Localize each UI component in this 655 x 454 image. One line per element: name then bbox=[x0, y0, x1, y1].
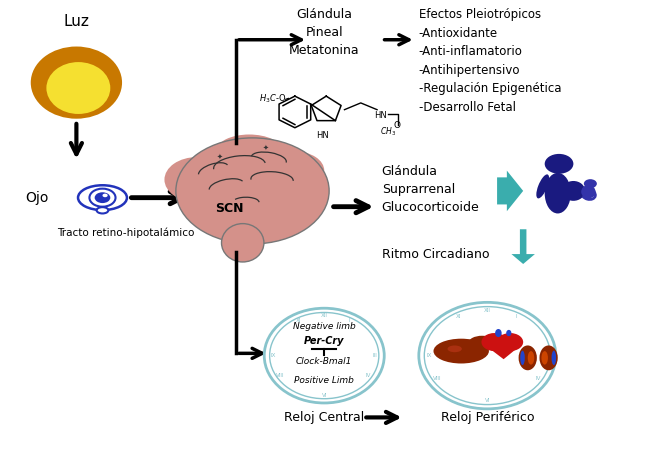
Text: Efectos Pleiotrópicos
-Antioxidante
-Anti-inflamatorio
-Antihipertensivo
-Regula: Efectos Pleiotrópicos -Antioxidante -Ant… bbox=[419, 8, 561, 114]
Circle shape bbox=[90, 189, 115, 207]
Ellipse shape bbox=[221, 224, 264, 262]
Text: Luz: Luz bbox=[64, 14, 89, 29]
Text: Glándula
Suprarrenal
Glucocorticoide: Glándula Suprarrenal Glucocorticoide bbox=[382, 165, 479, 214]
Ellipse shape bbox=[264, 308, 384, 403]
Ellipse shape bbox=[265, 152, 324, 190]
Text: IX: IX bbox=[271, 353, 276, 358]
Text: IX: IX bbox=[426, 353, 432, 358]
Text: Ritmo Circadiano: Ritmo Circadiano bbox=[382, 247, 489, 261]
Ellipse shape bbox=[97, 207, 108, 213]
Ellipse shape bbox=[581, 185, 595, 198]
Ellipse shape bbox=[528, 351, 534, 365]
Text: IV: IV bbox=[365, 373, 371, 378]
Text: III: III bbox=[543, 353, 548, 358]
Text: I: I bbox=[515, 314, 517, 319]
Polygon shape bbox=[512, 229, 535, 264]
Ellipse shape bbox=[540, 345, 558, 370]
Text: Positive Limb: Positive Limb bbox=[294, 376, 354, 385]
Text: XI: XI bbox=[455, 314, 461, 319]
Text: XII: XII bbox=[484, 308, 491, 313]
Circle shape bbox=[497, 333, 523, 351]
Ellipse shape bbox=[519, 345, 537, 370]
Text: VI: VI bbox=[322, 393, 327, 398]
Text: Reloj Periférico: Reloj Periférico bbox=[441, 411, 534, 424]
Text: $H_3C$-O: $H_3C$-O bbox=[259, 92, 286, 105]
Text: ✦: ✦ bbox=[217, 154, 223, 160]
Polygon shape bbox=[497, 171, 523, 211]
Text: I: I bbox=[349, 318, 350, 323]
Ellipse shape bbox=[31, 46, 122, 118]
Circle shape bbox=[102, 193, 107, 197]
Text: III: III bbox=[373, 353, 378, 358]
Circle shape bbox=[481, 333, 508, 351]
Text: VIII: VIII bbox=[432, 376, 441, 381]
Text: Reloj Central: Reloj Central bbox=[284, 411, 364, 424]
Text: Glándula
Pineal
Metatonina: Glándula Pineal Metatonina bbox=[289, 8, 360, 57]
Ellipse shape bbox=[545, 173, 571, 213]
Text: Negative limb: Negative limb bbox=[293, 322, 356, 331]
Text: Per-Cry: Per-Cry bbox=[304, 336, 345, 345]
Text: VI: VI bbox=[485, 398, 490, 403]
Text: IV: IV bbox=[535, 376, 540, 381]
Circle shape bbox=[95, 192, 110, 203]
Ellipse shape bbox=[419, 302, 556, 409]
Polygon shape bbox=[484, 344, 522, 359]
Ellipse shape bbox=[536, 174, 549, 198]
Text: HN: HN bbox=[374, 111, 386, 120]
Ellipse shape bbox=[506, 330, 512, 336]
Text: Ojo: Ojo bbox=[26, 191, 49, 205]
Text: Tracto retino-hipotalámico: Tracto retino-hipotalámico bbox=[56, 227, 194, 237]
Ellipse shape bbox=[468, 336, 496, 350]
Ellipse shape bbox=[434, 339, 489, 364]
Ellipse shape bbox=[552, 350, 556, 365]
Ellipse shape bbox=[47, 62, 110, 114]
Text: $CH_3$: $CH_3$ bbox=[380, 125, 396, 138]
Text: VIII: VIII bbox=[276, 373, 284, 378]
Ellipse shape bbox=[520, 350, 525, 365]
Ellipse shape bbox=[217, 134, 282, 166]
Text: XI: XI bbox=[296, 318, 301, 323]
Text: HN: HN bbox=[316, 131, 329, 140]
Ellipse shape bbox=[447, 345, 462, 352]
Text: O: O bbox=[394, 121, 400, 130]
Text: SCN: SCN bbox=[215, 202, 244, 216]
Circle shape bbox=[584, 179, 597, 188]
Ellipse shape bbox=[542, 351, 548, 365]
Text: XII: XII bbox=[321, 313, 328, 318]
Text: ✦: ✦ bbox=[263, 145, 269, 151]
Ellipse shape bbox=[164, 157, 230, 202]
Ellipse shape bbox=[78, 185, 127, 210]
Circle shape bbox=[545, 154, 573, 174]
Ellipse shape bbox=[561, 181, 585, 201]
Ellipse shape bbox=[176, 138, 329, 244]
Ellipse shape bbox=[495, 329, 502, 337]
Text: Clock-Bmal1: Clock-Bmal1 bbox=[296, 356, 352, 365]
